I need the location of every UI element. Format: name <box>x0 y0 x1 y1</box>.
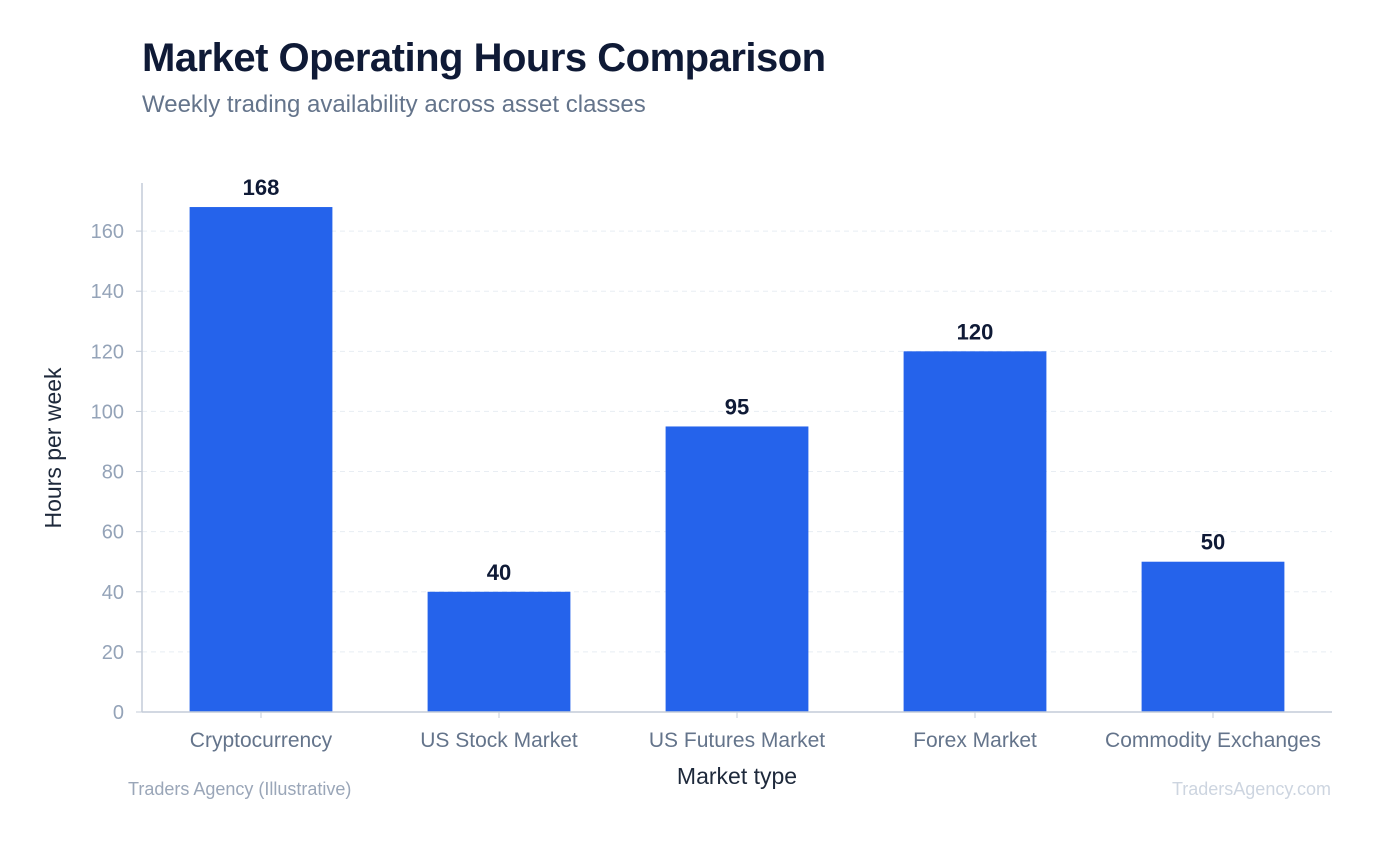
bar <box>665 426 809 712</box>
axes <box>136 183 1332 718</box>
bar <box>189 207 333 712</box>
x-tick-label: Forex Market <box>913 729 1037 752</box>
x-tick-label: US Futures Market <box>649 729 825 752</box>
y-tick-label: 0 <box>113 702 124 724</box>
y-tick-label: 160 <box>91 221 124 243</box>
source-note: Traders Agency (Illustrative) <box>128 779 352 799</box>
bar-value-label: 50 <box>1201 530 1225 555</box>
y-axis-title: Hours per week <box>40 367 66 529</box>
y-tick-label: 80 <box>102 462 124 484</box>
y-tick-label: 20 <box>102 642 124 664</box>
y-tick-label: 120 <box>91 341 124 363</box>
bar-value-label: 120 <box>957 319 994 344</box>
y-tick-label: 60 <box>102 522 124 544</box>
bar <box>1141 561 1285 712</box>
bar-value-label: 40 <box>487 560 511 585</box>
x-tick-label: Commodity Exchanges <box>1105 729 1321 752</box>
bar-value-label: 168 <box>243 175 280 200</box>
x-tick-label: US Stock Market <box>420 729 578 752</box>
bar <box>427 591 571 712</box>
labels: 0 20 40 60 80 100 120 140 160 168 Cryptocurrency 40… <box>91 175 1321 752</box>
y-tick-label: 100 <box>91 401 124 423</box>
chart-subtitle: Weekly trading availability across asset… <box>142 91 646 118</box>
x-axis-title: Market type <box>677 763 797 789</box>
bars <box>189 207 1285 712</box>
chart-title: Market Operating Hours Comparison <box>142 36 826 80</box>
y-tick-label: 40 <box>102 582 124 604</box>
bar-value-label: 95 <box>725 394 749 419</box>
watermark: TradersAgency.com <box>1171 779 1331 799</box>
y-tick-label: 140 <box>91 281 124 303</box>
bar <box>903 351 1047 712</box>
x-tick-label: Cryptocurrency <box>190 729 333 752</box>
